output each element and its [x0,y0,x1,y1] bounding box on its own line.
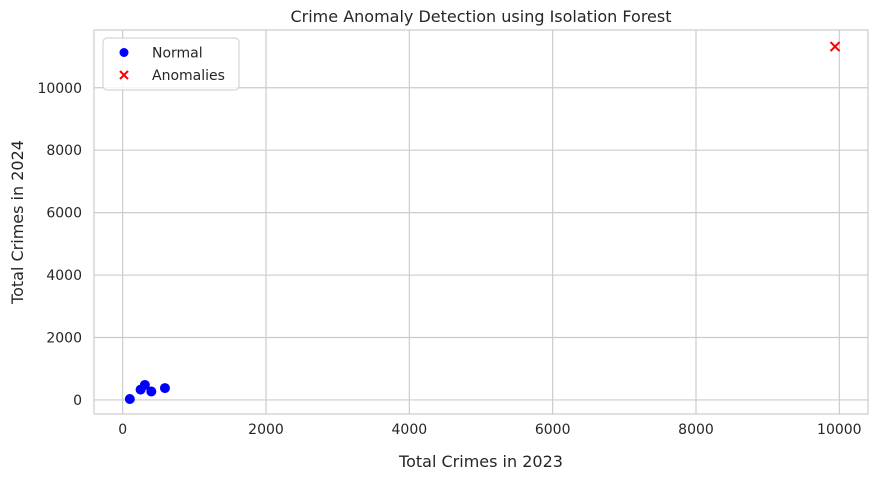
grid [94,30,868,414]
normal-point [146,386,157,397]
x-tick-label: 10000 [817,422,862,438]
y-tick-label: 8000 [46,143,82,159]
x-tick-label: 0 [118,422,127,438]
plot-frame [93,29,869,415]
x-axis-label: Total Crimes in 2023 [398,452,563,471]
legend-box [102,37,240,91]
y-tick-labels: 0 2000 4000 6000 8000 10000 [37,81,82,409]
y-tick-label: 2000 [46,331,82,347]
legend-marker-anomalies [119,70,129,80]
x-tick-label: 6000 [535,422,571,438]
legend-label-normal: Normal [152,46,203,62]
chart-title: Crime Anomaly Detection using Isolation … [290,7,671,26]
normal-point [159,383,170,394]
x-tick-label: 8000 [678,422,714,438]
y-tick-label: 6000 [46,206,82,222]
normal-point [124,394,135,405]
plot-background [94,30,868,414]
normal-point [139,379,150,390]
x-tick-label: 2000 [248,422,284,438]
x-tick-label: 4000 [392,422,428,438]
anomaly-point [829,41,841,52]
legend-label-anomalies: Anomalies [152,68,225,84]
legend-marker-normal [119,48,129,57]
y-tick-label: 10000 [37,81,82,97]
y-tick-label: 4000 [46,268,82,284]
data-points [124,41,841,405]
x-tick-labels: 0 2000 4000 6000 8000 10000 [118,422,861,438]
legend: Normal Anomalies [102,37,240,91]
y-tick-label: 0 [73,393,82,409]
y-axis-label: Total Crimes in 2024 [8,140,27,305]
